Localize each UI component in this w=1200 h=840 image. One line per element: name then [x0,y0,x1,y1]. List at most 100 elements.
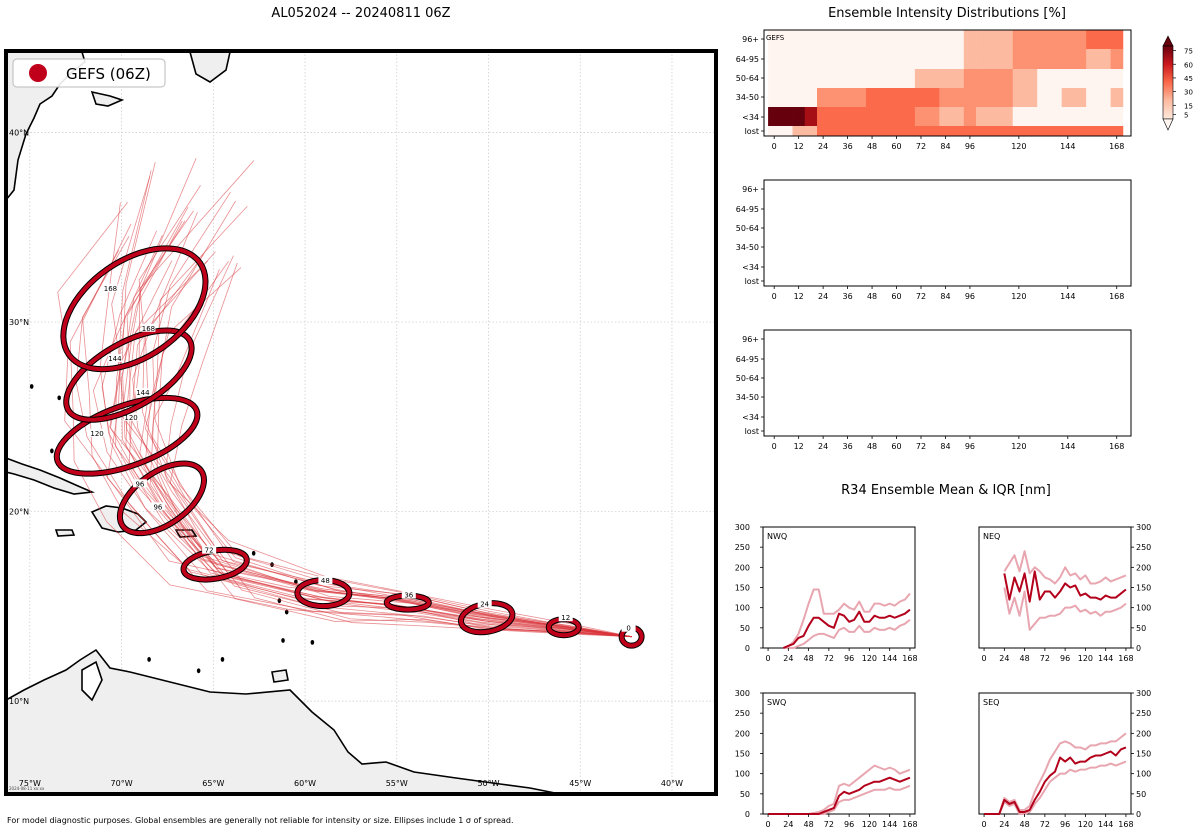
intensity-cell [1024,107,1038,127]
intensity-cell [1086,107,1099,127]
intensity-cell [829,69,842,89]
intensity-cell [963,88,977,108]
r34-x-label: 144 [1098,820,1113,829]
intensity-cell [853,88,867,108]
intensity-cell [1073,107,1087,127]
intensity-cell [817,49,830,70]
intensity-row-label: 64-95 [736,55,759,64]
intensity-cell [768,49,781,70]
intensity-cell [780,30,793,50]
intensity-colorbar: 75 60 45 30 155 [1162,35,1193,131]
intensity-cell [792,107,806,127]
intensity-cell [1110,88,1124,108]
intensity-cell [988,49,1001,70]
intensity-cell [1000,88,1014,108]
intensity-cell [1049,49,1063,70]
intensity-cell [1086,88,1099,108]
r34-mean-line [984,746,1127,815]
land [6,51,561,794]
intensity-row-label: lost [745,127,759,136]
intensity-cell [1061,69,1075,89]
r34-x-label: 96 [844,654,854,663]
intensity-row-label: lost [745,427,759,436]
r34-y-label: 300 [1136,523,1151,532]
intensity-x-label: 72 [916,442,926,451]
intensity-cell [890,30,904,50]
intensity-x-label: 24 [818,442,828,451]
intensity-x-label: 60 [891,142,901,151]
r34-x-label: 0 [766,654,771,663]
intensity-cell [951,107,965,127]
intensity-cell [768,107,781,127]
intensity-cell [1000,49,1014,70]
lat-label: 30°N [9,318,29,327]
r34-x-label: 24 [999,820,1009,829]
r34-x-label: 96 [1060,654,1070,663]
intensity-x-label: 144 [1060,292,1075,301]
r34-lower-line [783,618,911,649]
intensity-cell [829,107,842,127]
ellipse-label: 96 [135,480,144,488]
lon-label: 70°W [111,779,133,788]
intensity-cell [1061,49,1075,70]
intensity-cell [1000,30,1014,50]
intensity-cell [792,30,806,50]
intensity-cell [902,88,916,108]
intensity-cell [976,126,989,137]
intensity-x-label: 0 [772,292,777,301]
intensity-cell [865,126,879,137]
intensity-cell [914,49,928,70]
r34-y-label: 0 [1136,644,1141,653]
intensity-row-label: 34-50 [736,243,759,252]
lon-label: 65°W [202,779,224,788]
intensity-cell [976,69,989,89]
r34-quadrant-label: SEQ [983,698,999,707]
intensity-x-label: 48 [867,142,877,151]
r34-y-label: 50 [740,624,750,633]
intensity-x-label: 48 [867,292,877,301]
intensity-cell [792,69,806,89]
r34-y-label: 100 [1136,770,1151,779]
r34-y-label: 150 [1136,584,1151,593]
intensity-cell [865,30,879,50]
intensity-cell [1073,69,1087,89]
map-legend: GEFS (06Z) [12,58,166,88]
land-jamaica [54,529,76,537]
intensity-x-label: 168 [1109,442,1124,451]
intensity-x-label: 60 [891,292,901,301]
intensity-cell [1024,126,1038,137]
r34-x-label: 120 [862,654,877,663]
intensity-panels: GEFS 96+ 64-95 50-64 34-50 <34 lost 0 12 24 36 48 60… [736,29,1132,451]
lat-label: 40°N [9,129,29,138]
intensity-cell [1098,126,1112,137]
ensemble-track [138,185,632,638]
intensity-cell [939,30,952,50]
ellipse-label: 144 [108,355,122,363]
r34-x-label: 168 [1118,654,1133,663]
intensity-cell [1037,126,1050,137]
intensity-cell [853,69,867,89]
r34-y-label: 300 [735,689,750,698]
r34-upper-line [1003,550,1127,585]
intensity-cell [927,69,940,89]
r34-y-label: 150 [735,750,750,759]
r34-x-label: 144 [882,654,897,663]
r34-quadrant-label: NWQ [767,532,787,541]
ellipse-label-bg [477,599,492,608]
ellipse-label-bg [124,412,139,421]
ellipse-label-bg [621,623,636,632]
intensity-row-label: 96+ [742,335,759,344]
intensity-cell [853,126,867,137]
intensity-cell [963,126,977,137]
intensity-cell [939,88,952,108]
map-credit: 2024-08-11 xx:xx [9,786,45,791]
intensity-cell [951,69,965,89]
intensity-cell [1110,69,1124,89]
intensity-cell [939,69,952,89]
intensity-panel-1: GEFS 96+ 64-95 50-64 34-50 <34 lost 0 12 24 36 48 60… [736,29,1132,151]
intensity-cell [927,126,940,137]
intensity-panel-label: GEFS [766,34,785,42]
intensity-cell [1024,30,1038,50]
colorbar-label: 5 [1184,111,1188,119]
colorbar-bar [1162,45,1174,120]
